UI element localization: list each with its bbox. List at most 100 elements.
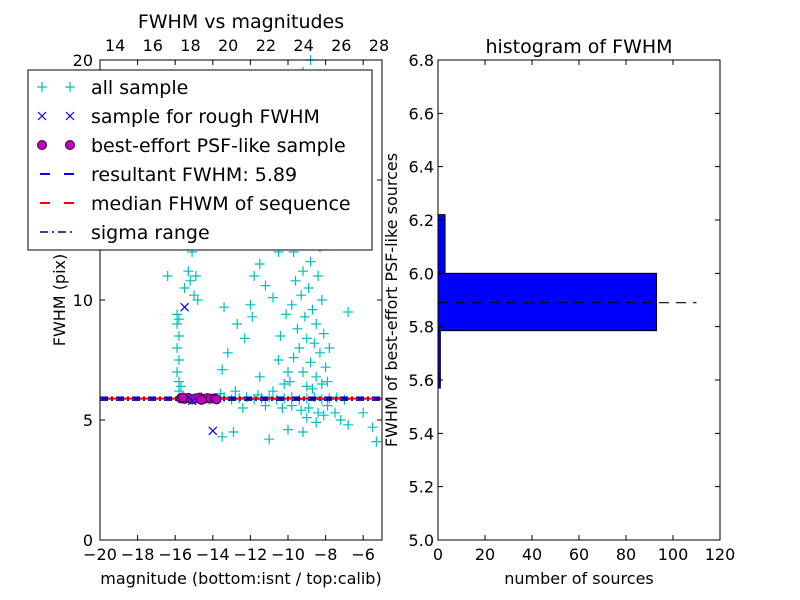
x-tick-label: 20 [475,545,495,564]
y-tick-label: 10 [73,291,93,310]
x-tick-label: −20 [83,545,117,564]
y-tick-label: 5.6 [409,371,434,390]
data-point-plus [316,379,327,389]
data-point-plus [245,299,256,310]
data-point-plus [311,417,322,428]
data-point-plus [367,422,378,433]
data-point-plus [299,311,310,322]
data-point-plus [288,352,299,363]
data-point-plus [273,355,284,365]
x-axis-label: magnitude (bottom:isnt / top:calib) [100,569,381,588]
histogram-axes: 0 20 40 60 80 100 120 5.0 5.2 5.4 5.6 5.8 6.0 6.2 6.4 6… [382,36,735,588]
data-point-plus [279,379,290,389]
data-point-plus [286,299,297,310]
x-tick-label: 80 [616,545,636,564]
data-point-plus [296,405,307,416]
legend: all sample sample for rough FWHM best-effo… [27,69,373,251]
top-x-tick-label: 22 [256,36,276,55]
data-point-plus [301,333,312,344]
data-point-plus [228,427,239,437]
y-tick-label: 5.8 [409,318,434,337]
data-point-plus [298,266,309,277]
data-point-circle [211,394,222,405]
y-tick-label: 6.4 [409,158,434,177]
x-tick-label: −6 [351,545,375,564]
data-point-plus [267,292,278,303]
data-point-plus [254,259,265,269]
data-point-plus [324,343,335,353]
legend-label: sample for rough FWHM [91,106,320,128]
data-point-plus [217,364,228,375]
scatter-axes: −20 −18 −16 −14 −12 −10 −8 −6 14 16 18 20 22 24 26 28 0 5… [27,11,389,588]
data-point-plus [322,376,333,387]
data-point-plus [284,376,295,387]
data-point-x [187,396,197,406]
data-point-plus [260,400,271,411]
data-point-plus [172,309,183,320]
y-tick-label: 6.2 [409,211,434,230]
data-point-plus [303,283,314,293]
data-point-plus [247,311,258,322]
data-point-plus [316,295,327,305]
data-point-plus [172,343,183,353]
x-tick-label: −18 [121,545,155,564]
data-point-plus [343,419,354,430]
data-point-plus [318,410,329,421]
data-point-plus [172,319,183,329]
data-point-plus [330,407,340,418]
data-point-plus [286,400,297,411]
data-point-plus [254,371,265,382]
legend-label: median FHWM of sequence [91,193,351,215]
data-point-plus [309,338,320,349]
series-rough-fwhm [180,302,218,436]
legend-label: best-effort PSF-like sample [91,135,346,157]
data-point-plus [311,319,322,329]
data-point-plus [232,319,243,329]
top-x-tick-label: 24 [293,36,313,55]
chart-title: FWHM vs magnitudes [138,11,344,33]
x-tick-label: 40 [522,545,542,564]
data-point-plus [318,328,329,339]
data-point-plus [298,427,309,437]
data-point-plus [307,304,318,315]
data-point-plus [275,331,286,341]
top-x-tick-label: 28 [369,36,389,55]
y-tick-label: 20 [73,51,93,70]
data-point-plus [222,347,233,358]
data-point-plus [281,309,292,320]
data-point-plus [320,362,331,373]
series-best-effort [175,392,222,405]
y-tick-label: 5.2 [409,478,434,497]
data-point-plus [190,271,201,281]
data-point-plus [358,407,369,418]
data-point-plus [179,283,190,293]
data-point-plus [183,266,194,277]
histogram-bar [437,272,658,332]
top-x-tick-label: 18 [180,36,200,55]
data-point-plus [305,256,316,267]
legend-label: all sample [91,77,188,99]
data-point-plus [277,403,288,413]
y-tick-label: 6.6 [409,104,434,123]
legend-marker-circle [37,140,47,150]
data-point-plus [283,424,293,435]
data-point-plus [301,412,312,423]
data-point-plus [237,403,248,413]
data-point-plus [230,386,241,397]
data-point-plus [290,275,301,286]
top-x-tick-label: 16 [143,36,163,55]
x-tick-label: −8 [314,545,338,564]
legend-marker-x [65,111,75,121]
data-point-plus [311,371,322,382]
data-point-plus [249,271,260,281]
x-axis-label: number of sources [504,569,654,588]
legend-marker-circle [65,140,75,150]
data-point-circle [196,394,207,405]
data-point-plus [314,347,325,358]
legend-marker-plus [65,82,75,92]
top-x-tick-label: 20 [218,36,238,55]
data-point-plus [313,271,324,281]
x-tick-label: −14 [196,545,230,564]
data-point-plus [185,275,196,286]
